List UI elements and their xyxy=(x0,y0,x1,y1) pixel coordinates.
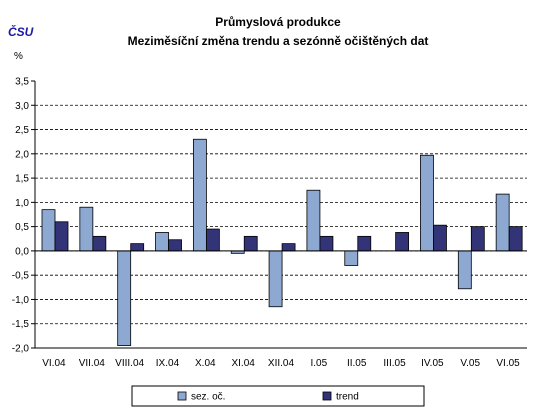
bar-trend xyxy=(357,235,372,252)
x-tick-label: III.05 xyxy=(383,358,406,369)
bar-trend xyxy=(319,235,334,252)
bar-trend xyxy=(168,239,182,252)
bar-sez-oc xyxy=(344,250,359,266)
legend-label-trend: trend xyxy=(336,392,359,403)
bar-sez-oc xyxy=(155,232,169,252)
y-axis-label: % xyxy=(14,51,23,62)
x-tick-label: II.05 xyxy=(347,358,367,369)
bar-trend xyxy=(281,243,296,252)
y-tick-label: 3,5 xyxy=(15,77,29,88)
y-tick-label: 1,0 xyxy=(15,198,29,209)
y-tick-label: -1,0 xyxy=(12,295,30,306)
x-tick-label: XI.04 xyxy=(231,358,255,369)
x-tick-label: V.05 xyxy=(460,358,480,369)
y-tick-label: 3,0 xyxy=(15,101,29,112)
bar-sez-oc xyxy=(192,138,207,252)
y-tick-label: 1,5 xyxy=(15,174,29,185)
plot-area: 3,5 3,0 2,5 2,0 1,5 1,0 0,5 0,0 -0,5 -1,0 -1,5 -2,0… xyxy=(12,77,527,369)
legend-swatch-trend xyxy=(322,391,332,401)
bar-trend xyxy=(508,226,523,252)
y-tick-label: -2,0 xyxy=(12,344,30,355)
legend-label-sez-oc: sez. oč. xyxy=(191,392,225,403)
x-tick-label: IX.04 xyxy=(156,358,180,369)
bar-trend xyxy=(470,226,485,252)
y-tick-label: 2,0 xyxy=(15,149,29,160)
bar-trend xyxy=(395,232,410,252)
plot-background xyxy=(35,81,527,348)
x-tick-label: XII.04 xyxy=(268,358,295,369)
x-tick-label: VIII.04 xyxy=(115,358,144,369)
x-tick-label: VI.04 xyxy=(42,358,66,369)
bar-sez-oc xyxy=(457,250,472,290)
bar-sez-oc xyxy=(117,250,132,346)
bar-sez-oc xyxy=(79,206,94,252)
x-tick-label: I.05 xyxy=(311,358,328,369)
bar-trend xyxy=(54,221,69,252)
y-tick-label: -1,5 xyxy=(12,319,30,330)
y-tick-label: 0,0 xyxy=(15,246,29,257)
bar-trend xyxy=(433,224,447,252)
bar-trend xyxy=(243,235,258,252)
bar-trend xyxy=(92,235,107,252)
legend: sez. oč. trend xyxy=(131,385,425,407)
x-tick-label: IV.05 xyxy=(421,358,444,369)
bar-sez-oc xyxy=(495,193,510,252)
x-tick-label: VI.05 xyxy=(496,358,520,369)
bar-sez-oc xyxy=(41,209,56,252)
x-tick-label: X.04 xyxy=(195,358,216,369)
y-tick-label: 2,5 xyxy=(15,125,29,136)
chart-title: Průmyslová produkce xyxy=(215,15,341,29)
y-tick-label: -0,5 xyxy=(12,271,30,282)
bar-trend xyxy=(130,243,145,252)
chart-subtitle: Meziměsíční změna trendu a sezónně očišt… xyxy=(128,34,429,48)
legend-swatch-sez-oc xyxy=(177,391,187,401)
bar-sez-oc xyxy=(420,154,434,252)
legend-box xyxy=(131,385,425,407)
bar-trend xyxy=(205,228,220,252)
y-tick-label: 0,5 xyxy=(15,222,29,233)
bar-sez-oc xyxy=(306,189,321,252)
csu-logo: ČSU xyxy=(8,24,34,39)
bar-sez-oc xyxy=(268,250,283,308)
x-tick-label: VII.04 xyxy=(79,358,106,369)
